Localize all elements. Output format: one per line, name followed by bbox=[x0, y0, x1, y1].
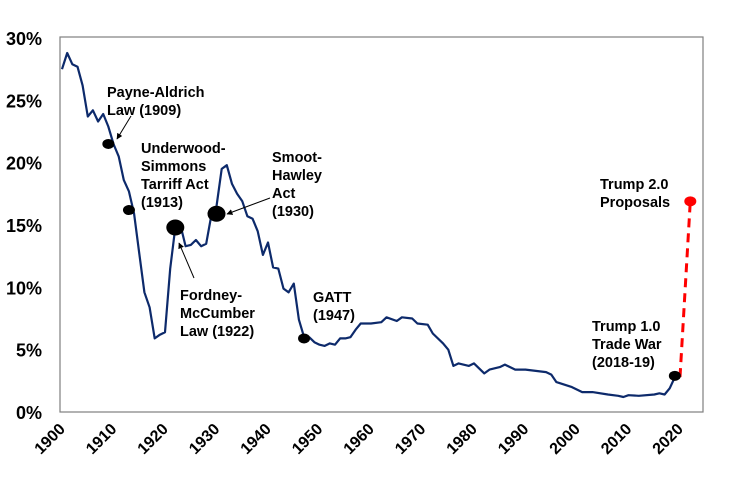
y-tick-label: 10% bbox=[6, 278, 42, 298]
x-tick-label: 2010 bbox=[598, 421, 635, 458]
x-tick-label: 1920 bbox=[135, 421, 172, 458]
y-tick-label: 30% bbox=[6, 29, 42, 49]
annotation-label: (1930) bbox=[272, 204, 314, 220]
annotation-label: Law (1909) bbox=[107, 103, 181, 119]
event-marker bbox=[122, 205, 135, 216]
y-tick-label: 15% bbox=[6, 216, 42, 236]
annotation-label: Law (1922) bbox=[180, 324, 254, 340]
annotation-label: Tarriff Act bbox=[141, 177, 209, 193]
annotation-label: Trump 2.0 bbox=[600, 177, 669, 193]
annotation-label: Underwood- bbox=[141, 141, 226, 157]
plot-frame bbox=[59, 36, 704, 413]
x-tick-label: 1980 bbox=[444, 421, 481, 458]
x-tick-label: 1970 bbox=[392, 421, 429, 458]
annotation-arrow bbox=[116, 115, 132, 140]
event-marker bbox=[668, 370, 681, 381]
x-tick-label: 1940 bbox=[238, 421, 275, 458]
x-tick-label: 1990 bbox=[495, 421, 532, 458]
event-marker bbox=[166, 219, 185, 236]
annotation-arrow bbox=[178, 242, 195, 279]
projection-dashed-line bbox=[678, 201, 692, 378]
event-marker bbox=[298, 333, 311, 344]
annotation-label: GATT bbox=[313, 290, 352, 306]
x-tick-label: 1950 bbox=[289, 421, 326, 458]
x-tick-label: 2020 bbox=[650, 421, 687, 458]
annotation-label: (2018-19) bbox=[592, 355, 655, 371]
x-tick-label: 1930 bbox=[186, 421, 223, 458]
y-tick-label: 0% bbox=[16, 403, 42, 423]
x-tick-label: 1900 bbox=[32, 421, 69, 458]
y-tick-label: 25% bbox=[6, 91, 42, 111]
annotation-label: Hawley bbox=[272, 168, 322, 184]
annotation-label: Smoot- bbox=[272, 150, 322, 166]
x-tick-label: 1910 bbox=[83, 421, 120, 458]
annotation-label: (1913) bbox=[141, 195, 183, 211]
event-marker bbox=[684, 196, 697, 207]
annotation-label: Fordney- bbox=[180, 288, 242, 304]
annotation-arrow bbox=[226, 197, 271, 215]
annotation-label: McCumber bbox=[180, 306, 255, 322]
annotation-label: Proposals bbox=[600, 195, 670, 211]
annotation-label: Trade War bbox=[592, 337, 662, 353]
x-tick-label: 2000 bbox=[547, 421, 584, 458]
annotation-label: (1947) bbox=[313, 308, 355, 324]
annotation-label: Payne-Aldrich bbox=[107, 85, 205, 101]
annotation-label: Act bbox=[272, 186, 296, 202]
event-marker bbox=[207, 205, 226, 222]
annotation-label: Simmons bbox=[141, 159, 206, 175]
y-tick-label: 5% bbox=[16, 341, 42, 361]
annotation-label: Trump 1.0 bbox=[592, 319, 661, 335]
x-tick-label: 1960 bbox=[341, 421, 378, 458]
y-tick-label: 20% bbox=[6, 154, 42, 174]
event-marker bbox=[102, 138, 115, 149]
